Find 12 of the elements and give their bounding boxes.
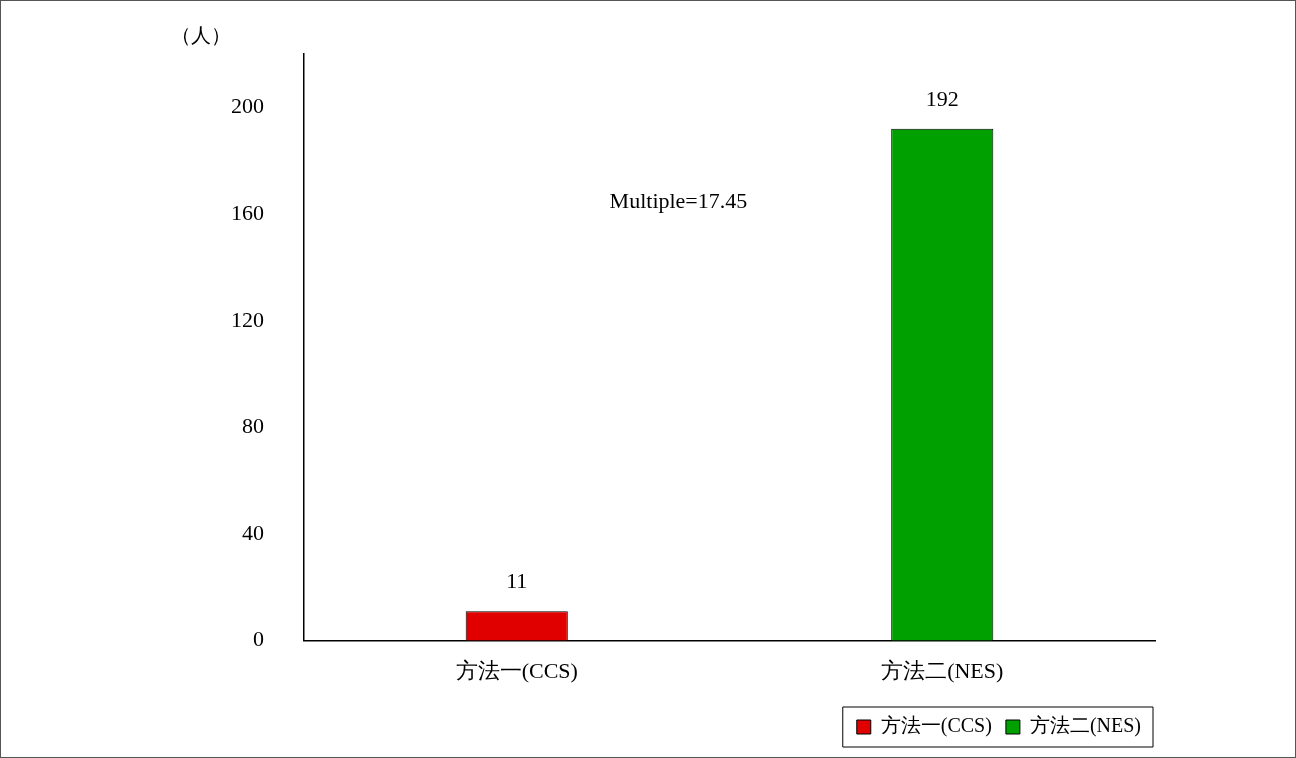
data-label: 11: [506, 568, 528, 594]
y-tick-label: 40: [242, 519, 264, 545]
annotation: Multiple=17.45: [609, 187, 748, 213]
y-axis-title: （人）: [171, 24, 231, 47]
legend-label: 方法一(CCS): [880, 714, 992, 738]
legend-label: 方法二(NES): [1029, 714, 1142, 738]
y-tick-label: 120: [231, 306, 264, 332]
y-tick-label: 0: [253, 626, 264, 652]
y-tick-label: 80: [242, 413, 264, 439]
y-tick-label: 200: [231, 93, 264, 119]
data-label: 192: [925, 85, 959, 111]
y-tick-label: 160: [231, 199, 264, 225]
